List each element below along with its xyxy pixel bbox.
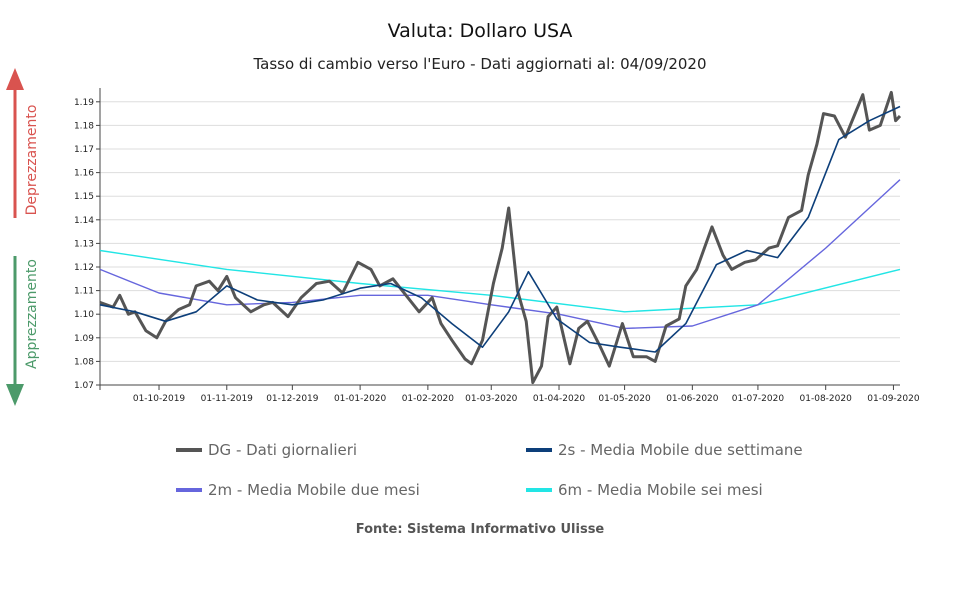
x-tick-label: 01-09-2020 [867,394,920,404]
y-tick-label: 1.11 [74,287,94,297]
y-tick-label: 1.10 [74,310,94,320]
y-tick-label: 1.17 [74,145,94,155]
legend-swatch-6m [526,488,552,492]
y-tick-label: 1.09 [74,334,94,344]
x-tick-label: 01-12-2019 [266,394,319,404]
source-note: Fonte: Sistema Informativo Ulisse [355,522,605,537]
x-tick-label: 01-08-2020 [800,394,853,404]
legend-label-2s: 2s - Media Mobile due settimane [558,441,803,459]
legend-item-2s: 2s - Media Mobile due settimane [526,441,803,459]
y-tick-label: 1.07 [74,381,94,391]
x-tick-label: 01-01-2020 [334,394,387,404]
legend-swatch-dg [176,448,202,452]
chart-title: Valuta: Dollaro USA [387,20,573,42]
chart-subtitle: Tasso di cambio verso l'Euro - Dati aggi… [253,55,707,73]
legend-item-dg: DG - Dati giornalieri [176,441,357,459]
x-tick-label: 01-06-2020 [666,394,719,404]
series-line [99,90,902,385]
depreciation-label: Deprezzamento [24,105,40,216]
y-tick-label: 1.08 [74,357,94,367]
x-tick-label: 01-11-2019 [201,394,254,404]
series-line [99,179,901,330]
series-line [99,105,901,353]
y-tick-label: 1.12 [74,263,94,273]
x-tick-label: 01-03-2020 [465,394,518,404]
y-tick-label: 1.14 [74,216,94,226]
y-tick-label: 1.18 [74,121,94,131]
x-tick-label: 01-04-2020 [533,394,586,404]
x-tick-label: 01-05-2020 [598,394,651,404]
legend-label-2m: 2m - Media Mobile due mesi [208,481,420,499]
legend-item-2m: 2m - Media Mobile due mesi [176,481,420,499]
depreciation-arrowhead [6,68,24,90]
y-tick-label: 1.15 [74,192,94,202]
appreciation-arrowhead [6,384,24,406]
legend-item-6m: 6m - Media Mobile sei mesi [526,481,763,499]
y-tick-label: 1.13 [74,239,94,249]
y-tick-label: 1.16 [74,169,94,179]
appreciation-label: Apprezzamento [24,259,40,369]
legend-swatch-2m [176,488,202,492]
legend-swatch-2s [526,448,552,452]
legend-label-6m: 6m - Media Mobile sei mesi [558,481,763,499]
x-tick-label: 01-07-2020 [732,394,785,404]
y-tick-label: 1.19 [74,98,94,108]
x-tick-label: 01-10-2019 [133,394,186,404]
x-tick-label: 01-02-2020 [402,394,455,404]
legend-label-dg: DG - Dati giornalieri [208,441,358,459]
